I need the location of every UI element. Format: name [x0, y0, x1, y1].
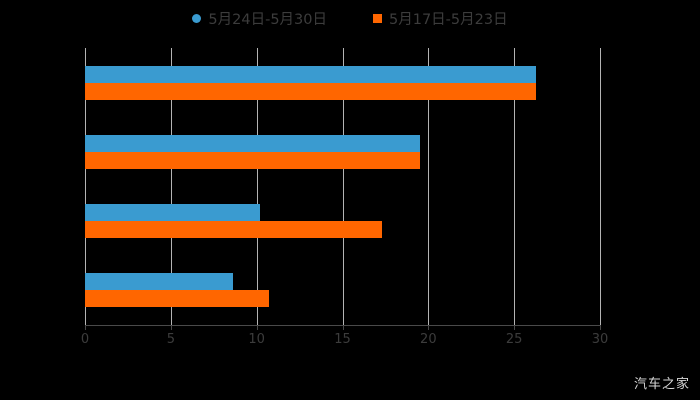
x-tick-mark: [428, 325, 430, 330]
gridline-15: [342, 48, 344, 325]
bar: [85, 204, 261, 222]
watermark: 汽车之家: [633, 377, 690, 392]
bar: [85, 82, 537, 100]
x-tick-label: 0: [80, 332, 90, 347]
x-tick-mark: [514, 325, 516, 330]
gridline-20: [428, 48, 430, 325]
legend-label-1: 5月17日-5月23日: [389, 12, 508, 28]
x-tick-label: 20: [420, 332, 437, 347]
bar-group: 德国: [85, 134, 600, 169]
bar: [85, 290, 269, 308]
legend-square-icon: [373, 14, 382, 23]
legend-item-1[interactable]: 5月17日-5月23日: [373, 8, 508, 29]
gridline-10: [256, 48, 258, 325]
bar: [85, 65, 537, 83]
gridline-30: [600, 48, 601, 325]
legend-label-0: 5月24日-5月30日: [208, 12, 327, 28]
x-tick-mark: [256, 325, 258, 330]
legend-item-0[interactable]: 5月24日-5月30日: [192, 8, 327, 29]
x-tick-label: 15: [334, 332, 351, 347]
legend-circle-icon: [192, 14, 202, 23]
bar-group: 日本: [85, 204, 600, 239]
bar-group: 美国: [85, 65, 600, 100]
bar: [85, 273, 233, 291]
gridline-25: [514, 48, 516, 325]
plot-area: 美国德国日本中国: [85, 48, 601, 325]
bar: [85, 221, 382, 239]
x-tick-mark: [170, 325, 172, 330]
chart-legend: 5月24日-5月30日 5月17日-5月23日: [0, 8, 700, 29]
x-tick-mark: [342, 325, 344, 330]
x-tick-mark: [85, 325, 86, 330]
x-tick-label: 10: [248, 332, 265, 347]
gridline-5: [170, 48, 172, 325]
bar: [85, 151, 420, 169]
x-tick-mark: [600, 325, 601, 330]
x-tick-label: 25: [505, 332, 523, 347]
bar-group: 中国: [85, 273, 600, 308]
x-tick-label: 30: [591, 332, 609, 347]
gridline-0: [85, 48, 86, 325]
x-tick-label: 5: [166, 332, 175, 347]
bar: [85, 134, 420, 152]
